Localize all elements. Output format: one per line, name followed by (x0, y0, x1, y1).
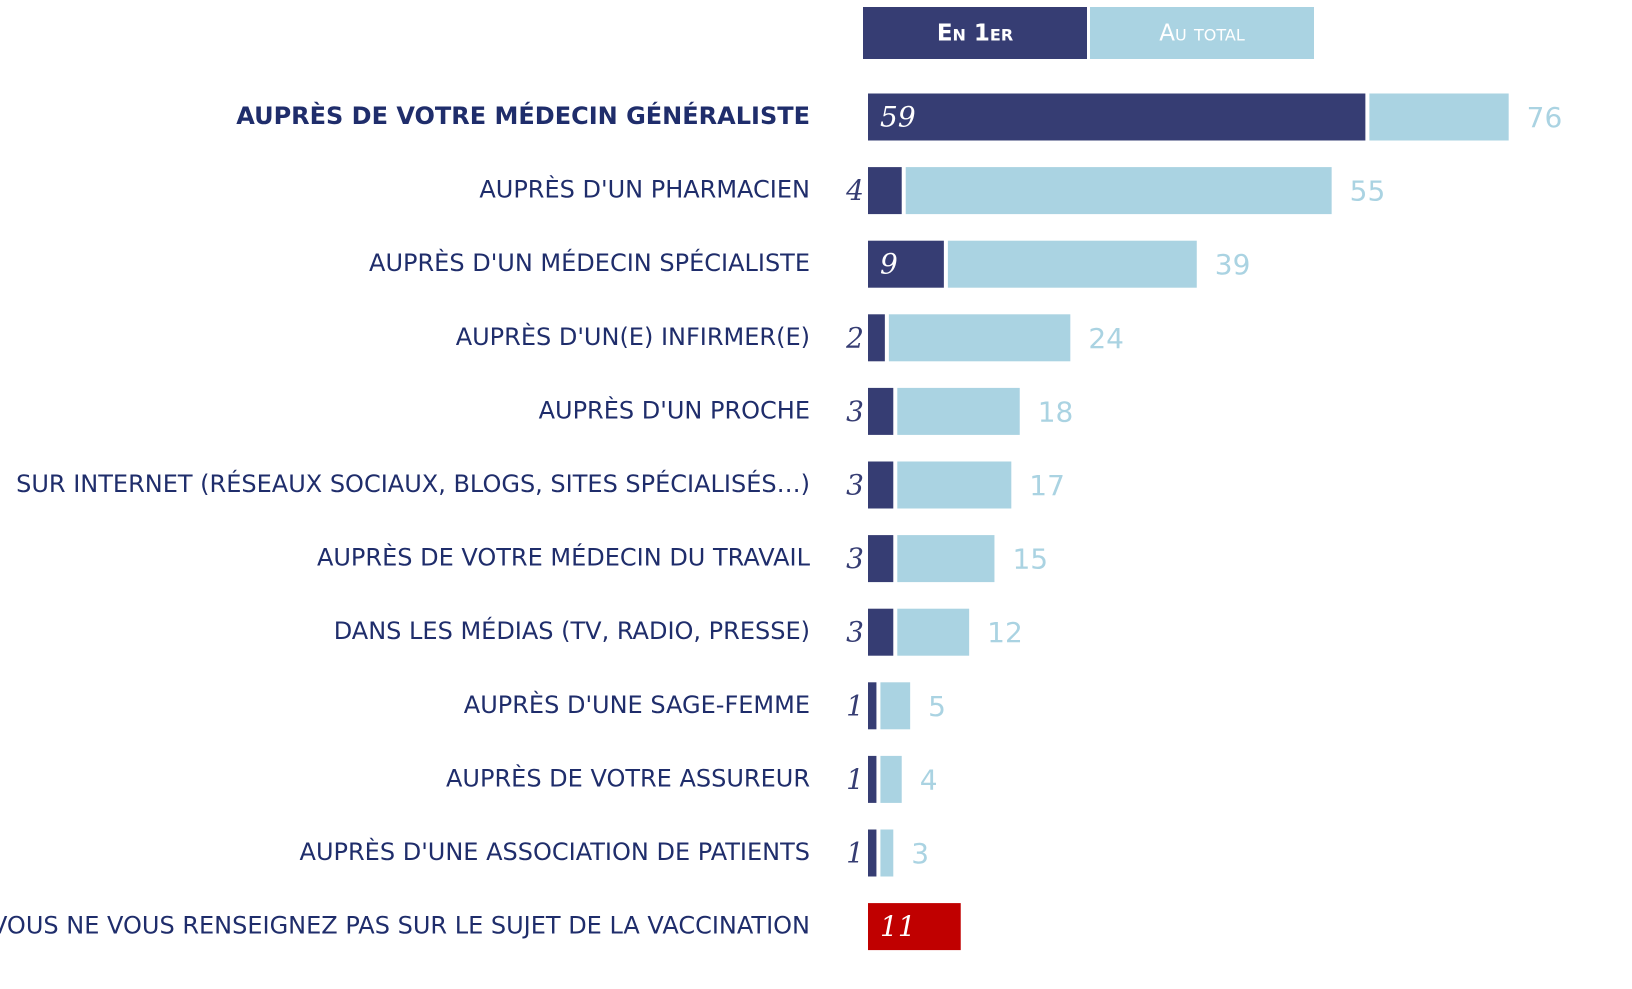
value-label: 3 (846, 542, 864, 575)
bar (868, 755, 877, 803)
bar (868, 240, 944, 288)
value-label: 18 (1038, 395, 1074, 428)
category-label: AUPRÈS DE VOTRE MÉDECIN DU TRAVAIL (317, 543, 811, 572)
bar (868, 167, 902, 215)
category-label: AUPRÈS D'UNE ASSOCIATION DE PATIENTS (300, 837, 810, 866)
bar (897, 535, 995, 583)
legend-label: En 1er (937, 21, 1013, 47)
value-label: 39 (1215, 248, 1251, 281)
value-label: 59 (880, 101, 916, 134)
category-label: AUPRÈS D'UN MÉDECIN SPÉCIALISTE (369, 248, 810, 277)
value-label: 55 (1350, 175, 1386, 208)
bar (880, 829, 894, 877)
value-label: 4 (845, 174, 864, 207)
bar (868, 535, 894, 583)
value-label: 3 (846, 616, 864, 649)
value-label: 2 (845, 321, 864, 354)
bar (868, 829, 877, 877)
bar (868, 608, 894, 656)
category-label: AUPRÈS D'UN PROCHE (539, 395, 810, 424)
category-label: AUPRÈS D'UN PHARMACIEN (479, 175, 810, 204)
value-label: 15 (1012, 543, 1048, 576)
value-label: 1 (846, 689, 864, 722)
bar (897, 461, 1012, 509)
value-label: 17 (1029, 469, 1065, 502)
bar (905, 167, 1332, 215)
legend-label: Au total (1159, 21, 1245, 47)
bar (880, 682, 911, 730)
value-label: 4 (920, 763, 938, 796)
bar (868, 903, 961, 951)
bar (947, 240, 1197, 288)
value-label: 11 (880, 910, 916, 943)
bar (868, 387, 894, 435)
legend-swatch (1090, 7, 1314, 59)
value-label: 1 (846, 763, 864, 796)
category-label: SUR INTERNET (RÉSEAUX SOCIAUX, BLOGS, SI… (16, 469, 810, 498)
bar (868, 682, 877, 730)
legend-swatch (863, 7, 1087, 59)
bar (868, 461, 894, 509)
value-label: 3 (846, 395, 864, 428)
category-label: AUPRÈS DE VOTRE ASSUREUR (446, 763, 810, 792)
bar (888, 314, 1071, 362)
bar (1369, 93, 1509, 141)
category-label: AUPRÈS DE VOTRE MÉDECIN GÉNÉRALISTE (236, 101, 810, 130)
value-label: 5 (928, 690, 946, 723)
value-label: 1 (846, 837, 864, 870)
value-label: 3 (846, 469, 864, 502)
value-label: 3 (911, 837, 929, 870)
category-label: AUPRÈS D'UNE SAGE-FEMME (464, 690, 810, 719)
category-label: VOUS NE VOUS RENSEIGNEZ PAS SUR LE SUJET… (0, 912, 810, 940)
value-label: 12 (987, 616, 1023, 649)
bar (897, 608, 970, 656)
bar (868, 93, 1366, 141)
value-label: 9 (880, 248, 898, 281)
category-label: DANS LES MÉDIAS (TV, RADIO, PRESSE) (334, 616, 810, 645)
value-label: 24 (1088, 322, 1124, 355)
bar (880, 755, 902, 803)
bar (868, 314, 885, 362)
value-label: 76 (1527, 101, 1563, 134)
category-label: AUPRÈS D'UN(E) INFIRMER(E) (456, 322, 810, 351)
bar (897, 387, 1020, 435)
